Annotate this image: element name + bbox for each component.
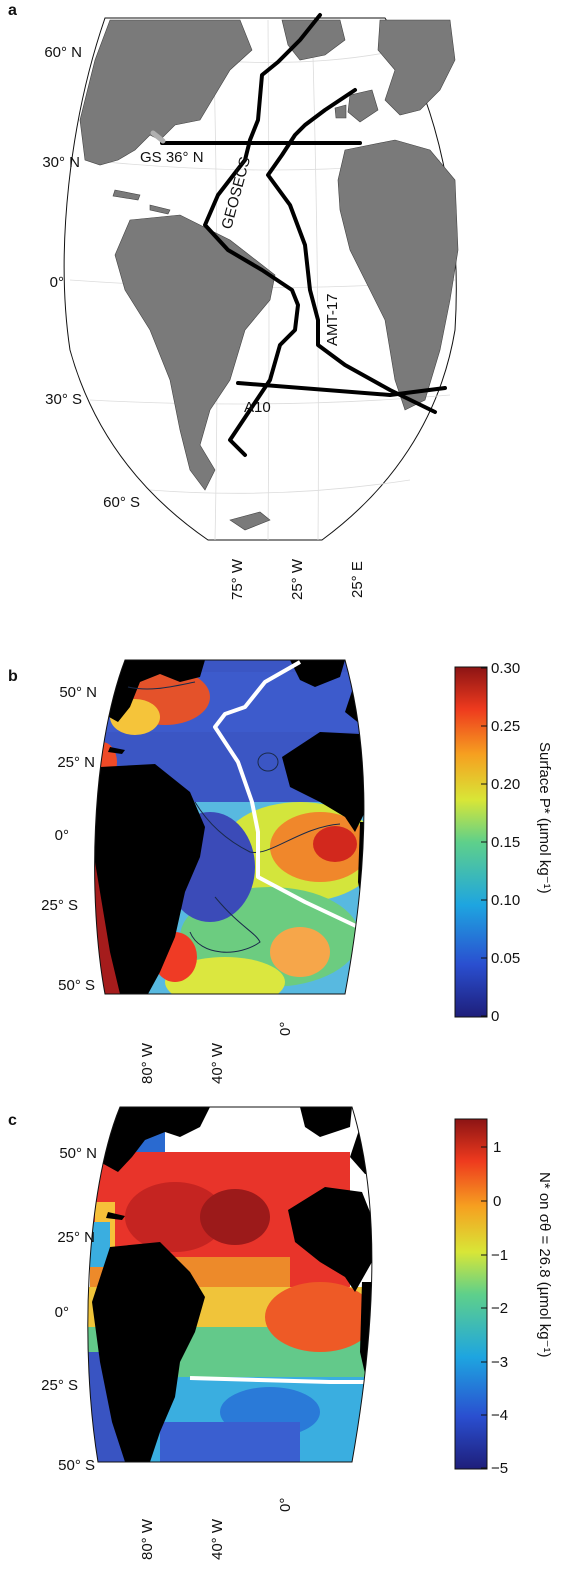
lat-label-50n-c: 50° N [59, 1145, 97, 1162]
lat-label-0: 0° [50, 274, 64, 291]
panel-a: a [0, 0, 570, 610]
colorbar-ticks-b [481, 667, 487, 1017]
lon-label-75w: 75° W [229, 558, 246, 600]
lat-label-0-b: 0° [55, 827, 69, 844]
lon-label-80w-b: 80° W [139, 1042, 156, 1084]
track-amt17-b [213, 660, 359, 929]
cb-tick-c-1: 0 [493, 1193, 501, 1210]
lon-label-25e: 25° E [349, 561, 366, 598]
panel-a-map: GS 36° N GEOSECS AMT-17 A10 60° N 30° N … [42, 13, 459, 600]
map-outline-b [94, 659, 365, 995]
transects-a [160, 13, 447, 457]
panel-c-letter: c [8, 1112, 17, 1129]
lat-label-0-c: 0° [55, 1304, 69, 1321]
gs-start-marker [150, 130, 166, 144]
lat-label-30s: 30° S [45, 391, 82, 408]
lon-label-25w: 25° W [289, 558, 306, 600]
colorbar-c [454, 1118, 488, 1470]
transect-a10 [236, 381, 447, 397]
lat-label-60s: 60° S [103, 494, 140, 511]
cb-tick-b-3: 0.15 [491, 834, 520, 851]
label-a10: A10 [244, 399, 271, 416]
panel-b-map: 50° N 25° N 0° 25° S 50° S 80° W 40° W 0… [41, 659, 553, 1084]
lon-label-0-c: 0° [277, 1498, 294, 1512]
lon-label-40w-b: 40° W [209, 1042, 226, 1084]
colorbar-label-c: N* on σθ = 26.8 (µmol kg⁻¹) [536, 1172, 553, 1357]
cb-tick-b-4: 0.10 [491, 892, 520, 909]
lat-label-60n: 60° N [44, 44, 82, 61]
cb-tick-b-2: 0.20 [491, 776, 520, 793]
transect-geosecs [203, 13, 322, 457]
land-c [92, 1107, 372, 1462]
cb-tick-b-1: 0.25 [491, 718, 520, 735]
lat-label-25s-c: 25° S [41, 1377, 78, 1394]
lon-label-0-b: 0° [277, 1022, 294, 1036]
lat-label-30n: 30° N [42, 154, 80, 171]
track-a10-c [189, 1376, 372, 1384]
lat-label-50s-c: 50° S [58, 1457, 95, 1474]
lon-label-40w-c: 40° W [209, 1518, 226, 1560]
cb-tick-c-4: −3 [491, 1354, 508, 1371]
colorbar-ticks-c [481, 1146, 487, 1469]
lat-label-25n-c: 25° N [57, 1229, 95, 1246]
cb-tick-c-6: −5 [491, 1460, 508, 1477]
label-gs36n: GS 36° N [140, 149, 204, 166]
cb-tick-c-5: −4 [491, 1407, 508, 1424]
cb-tick-b-5: 0.05 [491, 950, 520, 967]
contour-lines-b [127, 681, 341, 953]
panel-c-map: 50° N 25° N 0° 25° S 50° S 80° W 40° W 0… [41, 1106, 553, 1560]
panel-b-letter: b [8, 668, 18, 685]
cb-tick-c-2: −1 [491, 1247, 508, 1264]
map-outline-c [87, 1106, 373, 1463]
colorbar-label-b: Surface P* (µmol kg⁻¹) [536, 742, 553, 894]
lon-label-80w-c: 80° W [139, 1518, 156, 1560]
lat-label-50n-b: 50° N [59, 684, 97, 701]
cb-tick-c-3: −2 [491, 1300, 508, 1317]
panel-a-letter: a [8, 2, 17, 19]
label-amt17: AMT-17 [324, 293, 341, 346]
lat-label-25s-b: 25° S [41, 897, 78, 914]
cb-tick-c-0: 1 [493, 1139, 501, 1156]
panel-b: b [0, 652, 570, 1092]
lat-label-25n-b: 25° N [57, 754, 95, 771]
cb-tick-b-6: 0 [491, 1008, 499, 1025]
cb-tick-b-0: 0.30 [491, 660, 520, 677]
transect-amt17 [266, 88, 437, 414]
lat-label-50s-b: 50° S [58, 977, 95, 994]
panel-c: c [0, 1092, 570, 1564]
